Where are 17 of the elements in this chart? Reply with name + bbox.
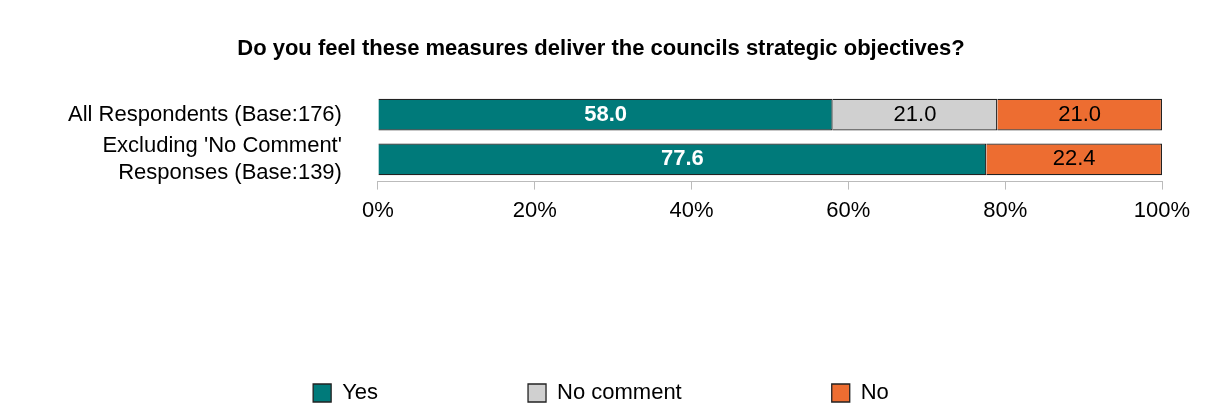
data-label: 22.4 [1052, 145, 1096, 171]
x-tick-label: 100% [1133, 196, 1191, 222]
legend-label: No [860, 379, 889, 405]
x-tick-label: 60% [826, 196, 871, 222]
data-label: 58.0 [584, 100, 627, 126]
x-tick-label: 20% [512, 196, 557, 222]
data-label: 21.0 [893, 100, 937, 126]
y-tick-label: All Respondents (Base:176) [68, 100, 342, 126]
x-tick-label: 0% [362, 196, 394, 222]
y-tick-label: Excluding 'No Comment' Responses (Base:139) [102, 132, 342, 184]
legend-label: Yes [342, 379, 379, 405]
legend-label: No comment [557, 379, 682, 405]
chart-title: Do you feel these measures deliver the councils strategic objectives? [237, 35, 965, 61]
x-tick-label: 80% [983, 196, 1028, 222]
data-label: 77.6 [660, 145, 704, 171]
data-label: 21.0 [1058, 100, 1102, 126]
x-tick-label: 40% [669, 196, 714, 222]
